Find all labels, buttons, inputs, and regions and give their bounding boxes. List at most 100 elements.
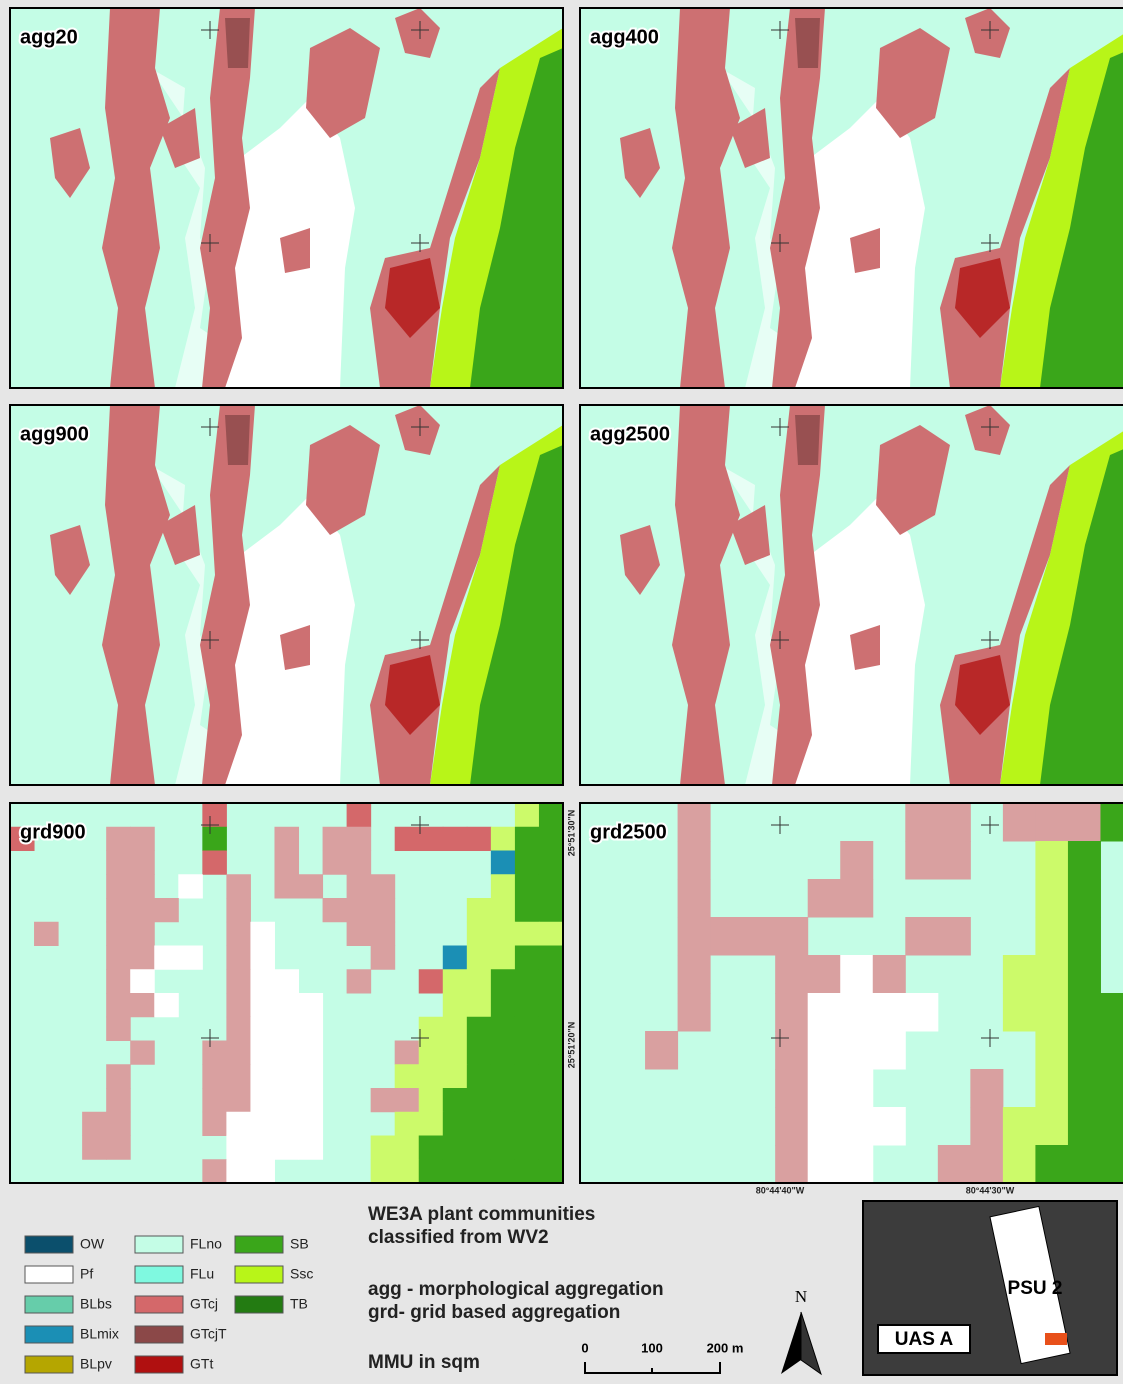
grid-cell: [905, 803, 938, 842]
grid-cell: [274, 1064, 299, 1088]
grid-cell: [1035, 955, 1068, 994]
north-arrow: N: [781, 1287, 821, 1374]
grid-cell: [539, 874, 564, 898]
figure: agg20agg400agg900agg2500grd900grd2500 25…: [0, 0, 1123, 1384]
grid-cell: [178, 946, 203, 970]
grid-cell: [226, 1064, 251, 1088]
grid-cell: [467, 1136, 492, 1160]
legend-label: OW: [80, 1236, 105, 1252]
grid-cell: [1100, 1145, 1123, 1184]
grid-cell: [371, 874, 396, 898]
panel-label: agg20: [20, 26, 78, 48]
grid-cell: [539, 1159, 564, 1183]
grid-cell: [419, 1041, 444, 1065]
grid-cell: [515, 969, 540, 993]
grid-cell: [299, 1136, 324, 1160]
grid-cell: [539, 803, 564, 827]
grid-cell: [491, 1064, 516, 1088]
legend-label: TB: [290, 1296, 308, 1312]
grid-cell: [419, 827, 444, 851]
grid-cell: [1035, 1107, 1068, 1146]
grid-cell: [515, 827, 540, 851]
grid-cell: [515, 874, 540, 898]
grid-cell: [905, 841, 938, 880]
grid-cell: [154, 993, 179, 1017]
grid-cell: [1035, 1069, 1068, 1108]
grid-cell: [1003, 955, 1036, 994]
grid-cell: [371, 946, 396, 970]
grid-cell: [678, 879, 711, 918]
grid-cell: [467, 993, 492, 1017]
grid-cell: [299, 1064, 324, 1088]
grid-cell: [710, 917, 743, 956]
grid-cell: [395, 1136, 420, 1160]
grid-cell: [299, 1088, 324, 1112]
title: classified from WV2: [368, 1227, 549, 1248]
grid-cell: [299, 874, 324, 898]
grid-cell: [1035, 841, 1068, 880]
grid-cell: [443, 1159, 468, 1183]
scale-label: 100: [641, 1340, 663, 1355]
grid-cell: [250, 1064, 275, 1088]
grid-cell: [106, 993, 131, 1017]
north-label: N: [795, 1287, 807, 1306]
grid-cell: [539, 922, 564, 946]
grid-cell: [873, 1031, 906, 1070]
legend-label: GTcjT: [190, 1326, 227, 1342]
grid-cell: [467, 1041, 492, 1065]
grid-cell: [274, 874, 299, 898]
panel-label: grd2500: [590, 821, 667, 843]
grid-cell: [840, 841, 873, 880]
grid-cell: [1068, 1145, 1101, 1184]
grid-cell: [539, 851, 564, 875]
legend-label: SB: [290, 1236, 309, 1252]
grid-cell: [678, 993, 711, 1032]
grid-cell: [323, 827, 348, 851]
grid-cell: [1068, 1107, 1101, 1146]
grid-cell: [808, 1031, 841, 1070]
grid-cell: [938, 1145, 971, 1184]
legend-swatch: [25, 1326, 73, 1343]
grid-cell: [395, 1041, 420, 1065]
grid-cell: [202, 1041, 227, 1065]
grid-cell: [82, 1136, 107, 1160]
map-panel: agg20: [10, 8, 563, 388]
grid-cell: [539, 1041, 564, 1065]
grid-cell: [202, 1064, 227, 1088]
grid-cell: [202, 827, 227, 851]
grid-cell: [539, 827, 564, 851]
grid-cell: [443, 1064, 468, 1088]
grid-cell: [808, 1069, 841, 1108]
grid-cell: [873, 1107, 906, 1146]
grid-cell: [539, 1064, 564, 1088]
grid-cell: [539, 1088, 564, 1112]
grid-cell: [1003, 1145, 1036, 1184]
grid-cell: [347, 922, 372, 946]
grid-cell: [808, 1145, 841, 1184]
grid-cell: [202, 803, 227, 827]
legend-label: FLu: [190, 1266, 214, 1282]
grid-cell: [775, 1107, 808, 1146]
grid-cell: [467, 922, 492, 946]
grid-cell: [371, 922, 396, 946]
grid-cell: [678, 841, 711, 880]
grid-cell: [202, 1112, 227, 1136]
grid-cell: [678, 803, 711, 842]
grid-cell: [840, 955, 873, 994]
note: grd- grid based aggregation: [368, 1302, 620, 1323]
grid-cell: [106, 1136, 131, 1160]
grid-cell: [539, 969, 564, 993]
legend-label: Pf: [80, 1266, 93, 1282]
grid-cell: [250, 1159, 275, 1183]
grid-cell: [347, 969, 372, 993]
grid-cell: [515, 922, 540, 946]
grid-cell: [106, 898, 131, 922]
panel-label: grd900: [20, 821, 86, 843]
grid-cell: [515, 946, 540, 970]
grid-cell: [347, 898, 372, 922]
grid-cell: [1068, 841, 1101, 880]
grid-cell: [1003, 803, 1036, 842]
grid-cell: [1100, 1069, 1123, 1108]
grid-cell: [1035, 803, 1068, 842]
grid-cell: [106, 827, 131, 851]
